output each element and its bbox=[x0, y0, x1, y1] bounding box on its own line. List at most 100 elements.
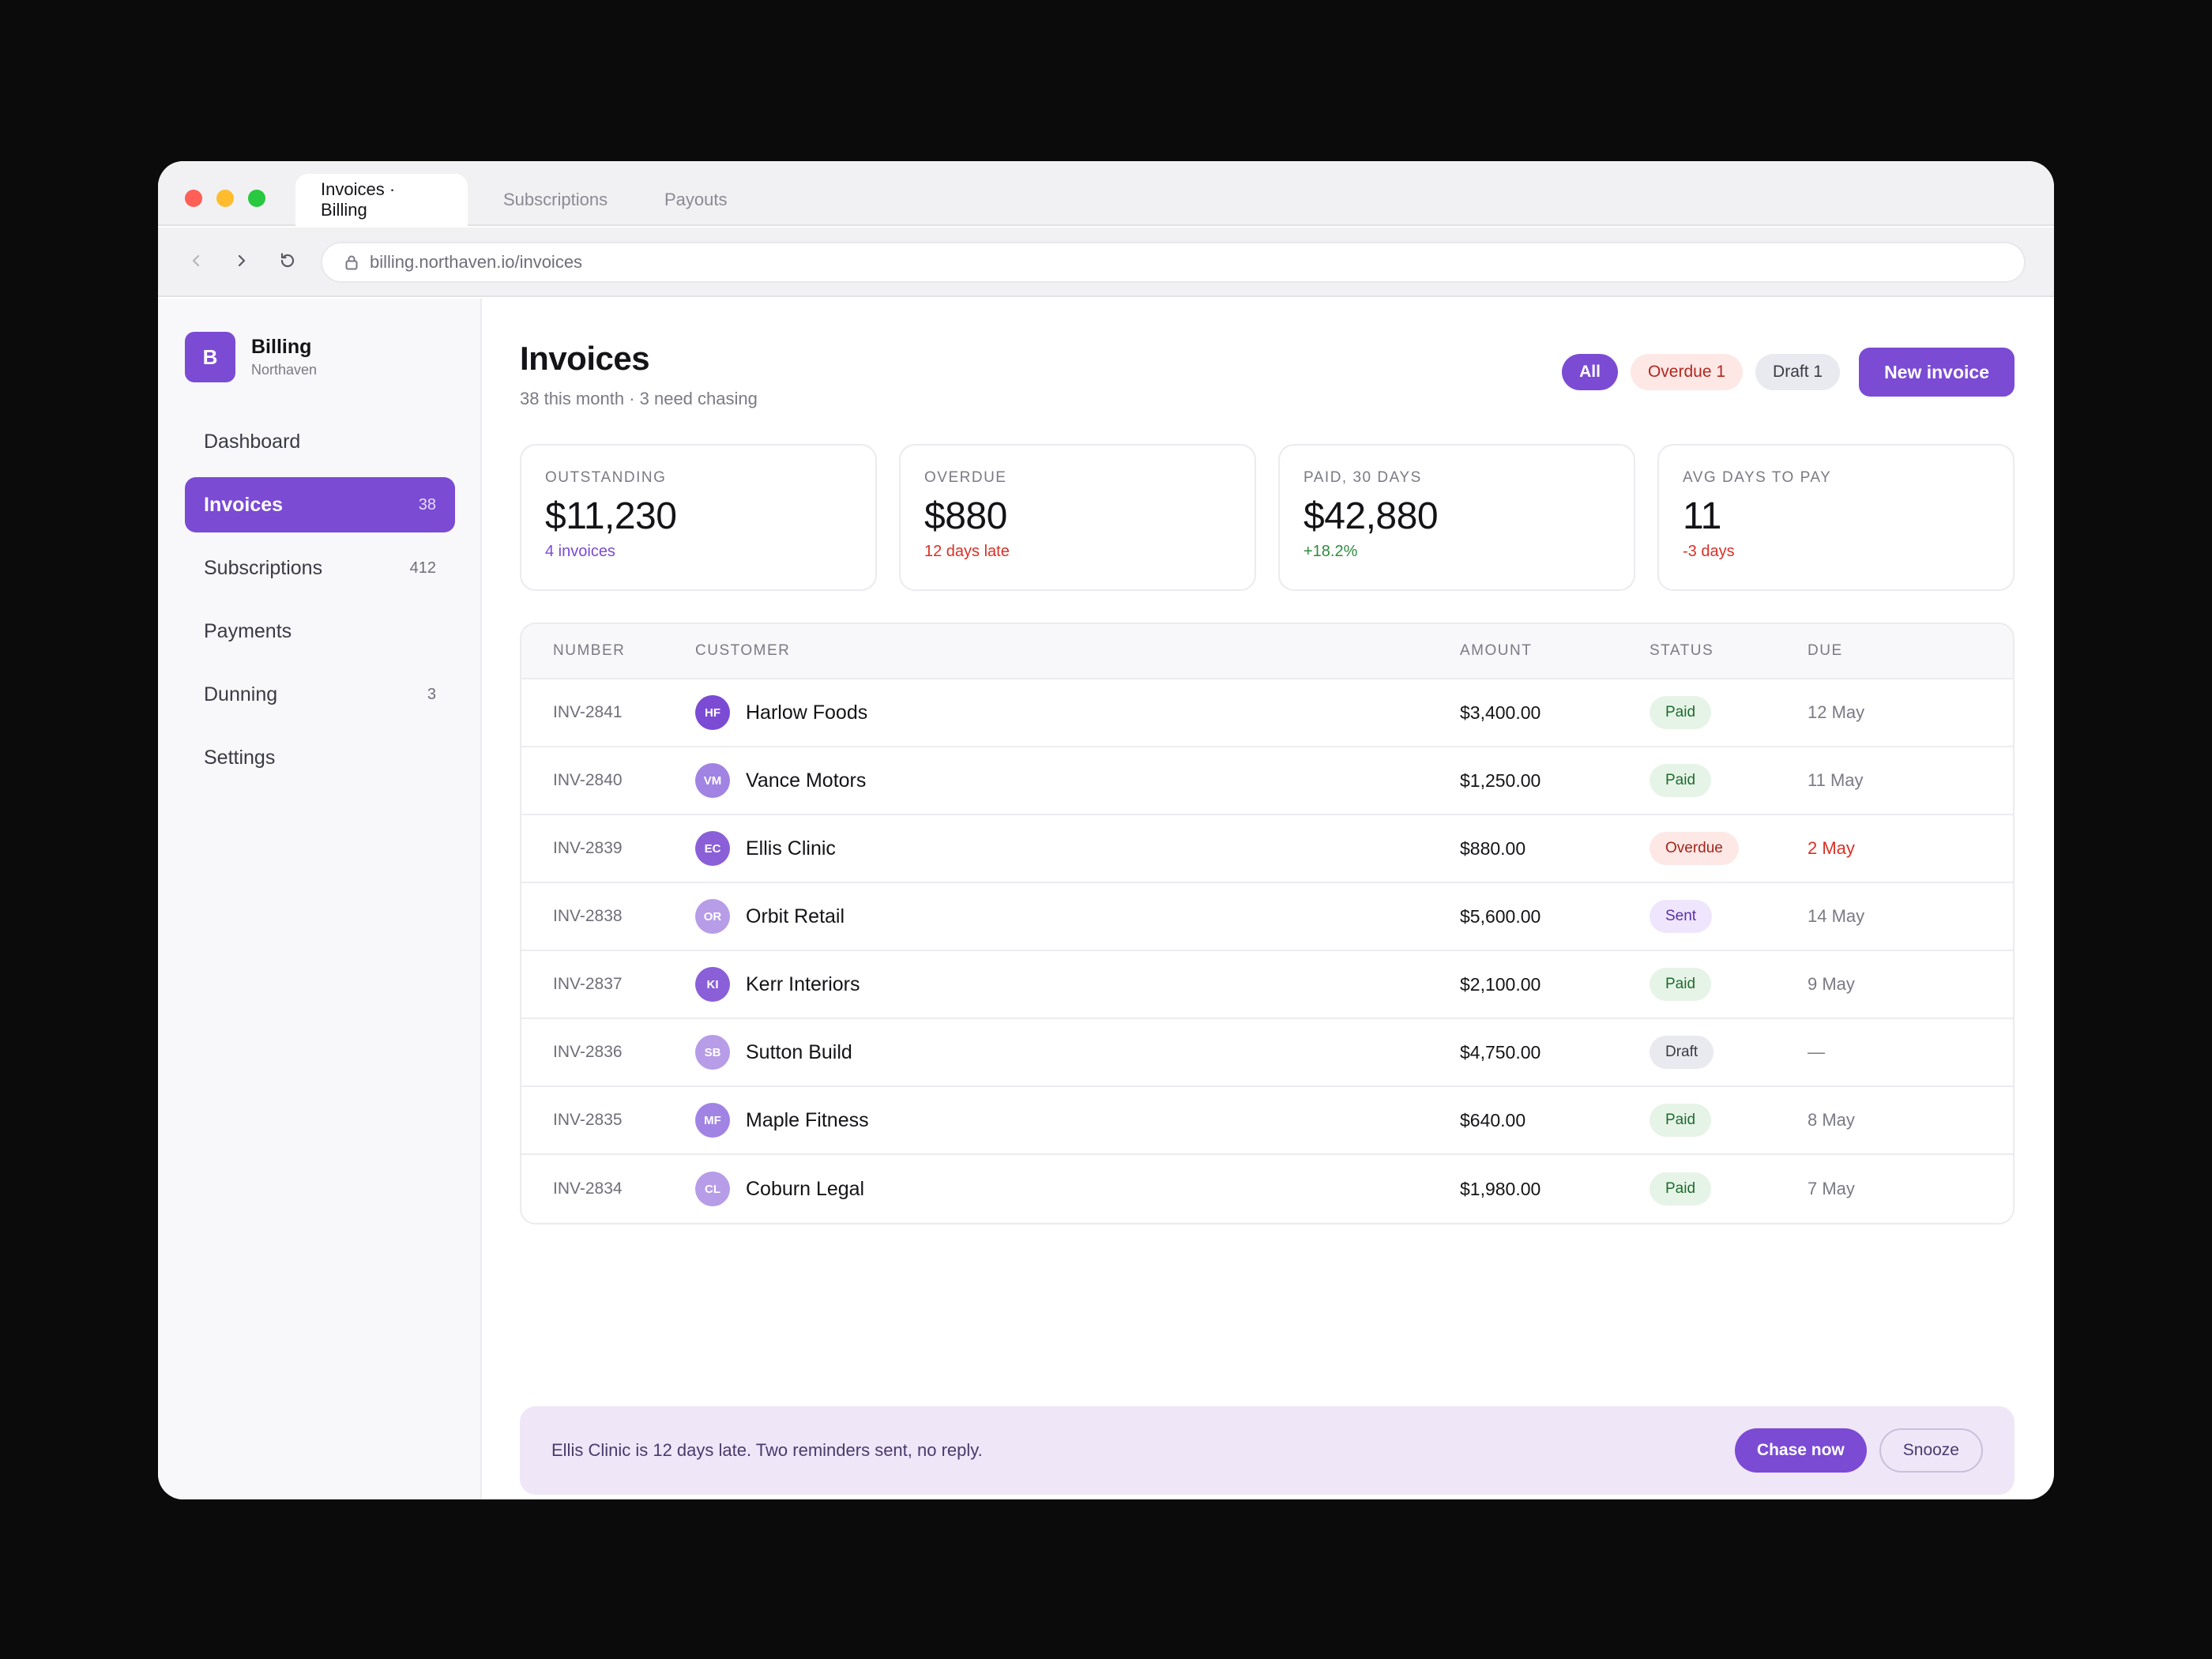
sidebar-nav: Dashboard Invoices 38 Subscriptions 412 … bbox=[185, 414, 455, 793]
stats-row: OUTSTANDING $11,230 4 invoices OVERDUE $… bbox=[520, 444, 2014, 591]
customer-cell: OR Orbit Retail bbox=[695, 899, 1460, 934]
snooze-button[interactable]: Snooze bbox=[1879, 1428, 1983, 1473]
due-date: 2 May bbox=[1808, 838, 1855, 858]
stat-value: $42,880 bbox=[1304, 495, 1439, 537]
table-row[interactable]: INV-2835 MF Maple Fitness $640.00 Paid 8… bbox=[521, 1087, 2013, 1155]
stat-label: OUTSTANDING bbox=[545, 469, 667, 486]
stat-card-avg-days-to-pay: AVG DAYS TO PAY 11 -3 days bbox=[1657, 444, 2014, 591]
column-header-customer[interactable]: CUSTOMER bbox=[695, 642, 791, 659]
chevron-right-icon bbox=[238, 254, 246, 267]
table-row[interactable]: INV-2840 VM Vance Motors $1,250.00 Paid … bbox=[521, 747, 2013, 815]
invoice-number: INV-2836 bbox=[553, 1043, 623, 1061]
sidebar-item-count: 3 bbox=[427, 685, 436, 703]
avatar: CL bbox=[695, 1172, 730, 1206]
table-row[interactable]: INV-2841 HF Harlow Foods $3,400.00 Paid … bbox=[521, 679, 2013, 747]
lock-icon bbox=[345, 255, 358, 270]
stat-note: 12 days late bbox=[924, 543, 1010, 560]
main-content: Invoices 38 this month · 3 need chasing … bbox=[520, 299, 2014, 1499]
table-header: NUMBER CUSTOMER AMOUNT STATUS DUE bbox=[521, 624, 2013, 679]
browser-tab-subscriptions[interactable]: Subscriptions bbox=[503, 190, 608, 209]
window-controls bbox=[185, 190, 265, 207]
back-button[interactable] bbox=[183, 248, 209, 273]
filter-draft-chip[interactable]: Draft 1 bbox=[1755, 354, 1841, 390]
maximize-window-button[interactable] bbox=[248, 190, 265, 207]
invoice-number: INV-2840 bbox=[553, 771, 623, 789]
customer-cell: EC Ellis Clinic bbox=[695, 831, 1460, 866]
filter-all-chip[interactable]: All bbox=[1562, 354, 1618, 390]
status-cell: Paid bbox=[1650, 968, 1808, 1001]
table-row[interactable]: INV-2839 EC Ellis Clinic $880.00 Overdue… bbox=[521, 815, 2013, 883]
page-title: Invoices bbox=[520, 340, 650, 377]
invoice-amount: $1,250.00 bbox=[1460, 769, 1541, 791]
chase-now-button[interactable]: Chase now bbox=[1734, 1428, 1867, 1473]
customer-cell: HF Harlow Foods bbox=[695, 695, 1460, 730]
forward-button[interactable] bbox=[229, 248, 254, 273]
browser-tab-invoices[interactable]: Invoices · Billing bbox=[295, 174, 468, 226]
table-row[interactable]: INV-2838 OR Orbit Retail $5,600.00 Sent … bbox=[521, 883, 2013, 951]
new-invoice-button[interactable]: New invoice bbox=[1859, 348, 2014, 397]
filter-overdue-chip[interactable]: Overdue 1 bbox=[1630, 354, 1744, 390]
column-header-status[interactable]: STATUS bbox=[1650, 642, 1714, 659]
avatar: VM bbox=[695, 763, 730, 798]
status-badge: Overdue bbox=[1650, 832, 1739, 865]
browser-tab-payouts[interactable]: Payouts bbox=[664, 190, 728, 209]
table-row[interactable]: INV-2837 KI Kerr Interiors $2,100.00 Pai… bbox=[521, 951, 2013, 1019]
column-header-number[interactable]: NUMBER bbox=[553, 642, 626, 659]
filter-bar: All Overdue 1 Draft 1 New invoice bbox=[1562, 348, 2014, 397]
reload-button[interactable] bbox=[275, 248, 300, 273]
reload-icon bbox=[280, 253, 295, 268]
status-badge: Paid bbox=[1650, 1172, 1712, 1206]
stat-note: +18.2% bbox=[1304, 543, 1358, 560]
sidebar: B Billing Northaven Dashboard Invoices 3… bbox=[158, 299, 482, 1499]
avatar: HF bbox=[695, 695, 730, 730]
browser-window: Invoices · Billing Subscriptions Payouts… bbox=[158, 161, 2054, 1499]
due-date: 8 May bbox=[1808, 1110, 1855, 1130]
status-badge: Paid bbox=[1650, 1104, 1712, 1137]
invoice-number: INV-2838 bbox=[553, 907, 623, 925]
sidebar-item-settings[interactable]: Settings bbox=[185, 730, 455, 785]
sidebar-item-dunning[interactable]: Dunning 3 bbox=[185, 667, 455, 722]
avatar: OR bbox=[695, 899, 730, 934]
invoice-amount: $880.00 bbox=[1460, 837, 1526, 859]
status-badge: Draft bbox=[1650, 1036, 1714, 1069]
invoice-number: INV-2834 bbox=[553, 1179, 623, 1198]
minimize-window-button[interactable] bbox=[216, 190, 234, 207]
sidebar-item-label: Payments bbox=[204, 619, 292, 642]
customer-name: Coburn Legal bbox=[746, 1177, 865, 1200]
address-bar[interactable]: billing.northaven.io/invoices bbox=[321, 242, 2026, 283]
customer-cell: MF Maple Fitness bbox=[695, 1103, 1460, 1138]
customer-name: Kerr Interiors bbox=[746, 972, 860, 995]
stat-note: 4 invoices bbox=[545, 543, 615, 560]
customer-cell: SB Sutton Build bbox=[695, 1035, 1460, 1070]
invoice-amount: $3,400.00 bbox=[1460, 702, 1541, 723]
invoice-table: NUMBER CUSTOMER AMOUNT STATUS DUE INV-28… bbox=[520, 623, 2014, 1224]
status-cell: Paid bbox=[1650, 764, 1808, 797]
table-row[interactable]: INV-2836 SB Sutton Build $4,750.00 Draft… bbox=[521, 1019, 2013, 1087]
column-header-due[interactable]: DUE bbox=[1808, 642, 1843, 659]
stat-value: $11,230 bbox=[545, 495, 677, 537]
invoice-amount: $2,100.00 bbox=[1460, 973, 1541, 995]
status-cell: Paid bbox=[1650, 1172, 1808, 1206]
stat-label: OVERDUE bbox=[924, 469, 1007, 486]
sidebar-item-count: 38 bbox=[418, 495, 436, 514]
status-cell: Draft bbox=[1650, 1036, 1808, 1069]
sidebar-item-subscriptions[interactable]: Subscriptions 412 bbox=[185, 540, 455, 596]
chevron-left-icon bbox=[192, 254, 200, 267]
due-date: 9 May bbox=[1808, 974, 1855, 994]
customer-name: Orbit Retail bbox=[746, 905, 845, 927]
due-date: — bbox=[1808, 1042, 1825, 1062]
stat-card-paid-30-days: PAID, 30 DAYS $42,880 +18.2% bbox=[1278, 444, 1635, 591]
status-cell: Sent bbox=[1650, 900, 1808, 933]
sidebar-item-payments[interactable]: Payments bbox=[185, 604, 455, 659]
sidebar-item-dashboard[interactable]: Dashboard bbox=[185, 414, 455, 469]
brand-logo: B bbox=[185, 332, 235, 382]
column-header-amount[interactable]: AMOUNT bbox=[1460, 642, 1533, 659]
sidebar-item-invoices[interactable]: Invoices 38 bbox=[185, 477, 455, 532]
table-row[interactable]: INV-2834 CL Coburn Legal $1,980.00 Paid … bbox=[521, 1155, 2013, 1223]
customer-name: Vance Motors bbox=[746, 769, 867, 792]
invoice-number: INV-2839 bbox=[553, 839, 623, 857]
invoice-amount: $4,750.00 bbox=[1460, 1041, 1541, 1063]
tab-strip: Invoices · Billing Subscriptions Payouts bbox=[158, 161, 2054, 226]
close-window-button[interactable] bbox=[185, 190, 202, 207]
invoice-number: INV-2837 bbox=[553, 975, 623, 993]
